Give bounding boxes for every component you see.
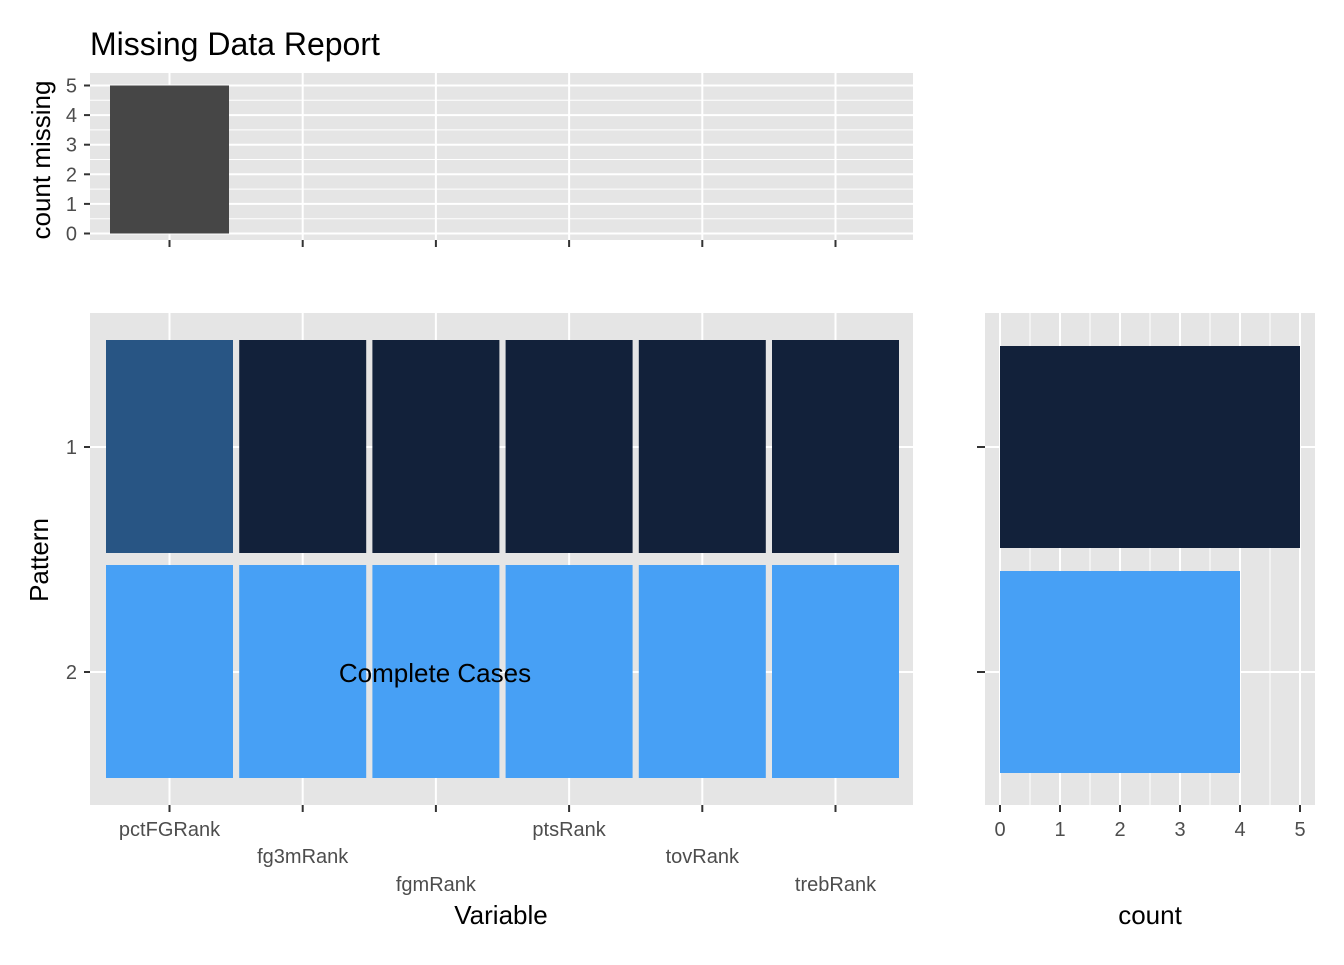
pattern-x-tick-label: fgmRank [396, 874, 477, 896]
pattern-count-bar [1000, 571, 1240, 773]
count-x-tick-label: 5 [1294, 819, 1305, 841]
pattern-y-axis-title: Pattern [24, 518, 54, 602]
pattern-tile [505, 565, 633, 778]
pattern-tile [638, 340, 766, 553]
pattern-x-tick-label: tovRank [666, 846, 740, 868]
pattern-tile [372, 340, 500, 553]
pattern-tile [106, 565, 233, 778]
plot-title: Missing Data Report [90, 26, 380, 62]
top-y-axis-title: count missing [26, 81, 56, 240]
top-y-tick-label: 3 [66, 135, 77, 157]
pattern-tile [239, 340, 367, 553]
pattern-y-tick-label: 2 [66, 662, 77, 684]
count-x-tick-label: 3 [1174, 819, 1185, 841]
pattern-count-bar [1000, 346, 1300, 548]
pattern-x-tick-label: pctFGRank [119, 819, 221, 841]
pattern-tile [505, 340, 633, 553]
count-x-tick-label: 4 [1234, 819, 1245, 841]
pattern-y-tick-label: 1 [66, 437, 77, 459]
count-x-axis-title: count [1118, 900, 1182, 930]
top-y-tick-label: 4 [66, 105, 77, 127]
top-panel: 0 1 2 3 4 5 count missing [26, 73, 913, 247]
pattern-tile [106, 340, 233, 553]
top-y-tick-label: 0 [66, 224, 77, 246]
pattern-x-tick-label: ptsRank [532, 819, 606, 841]
pattern-tile [372, 565, 500, 778]
top-y-tick-label: 1 [66, 194, 77, 216]
count-panel: 0 1 2 3 4 5 count [977, 313, 1315, 930]
pattern-panel: Complete Cases 1 2 pctFGRank fg3mRank fgmRank… [24, 313, 913, 930]
count-x-tick-label: 0 [994, 819, 1005, 841]
pattern-tile [772, 565, 899, 778]
top-y-tick-label: 5 [66, 76, 77, 98]
missing-count-bar [110, 85, 229, 234]
complete-cases-label: Complete Cases [339, 658, 531, 688]
pattern-x-tick-label: fg3mRank [257, 846, 349, 868]
pattern-tile [638, 565, 766, 778]
count-x-tick-label: 2 [1114, 819, 1125, 841]
pattern-tile [772, 340, 899, 553]
count-x-tick-label: 1 [1054, 819, 1065, 841]
pattern-x-axis-title: Variable [454, 900, 547, 930]
pattern-tile [239, 565, 367, 778]
top-y-tick-label: 2 [66, 164, 77, 186]
pattern-x-tick-label: trebRank [795, 874, 877, 896]
